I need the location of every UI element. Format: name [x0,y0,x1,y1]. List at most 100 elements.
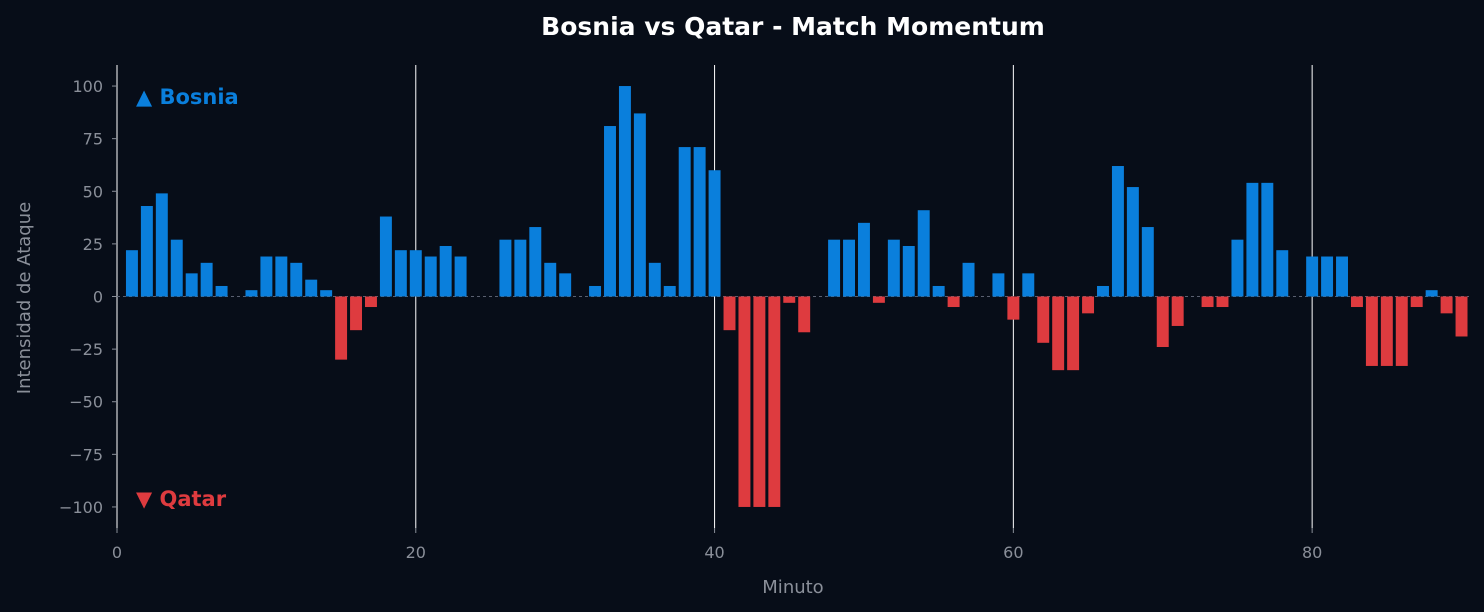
momentum-bar [648,262,661,297]
momentum-bar [1111,166,1124,297]
momentum-bar [1306,256,1319,297]
momentum-bar [499,239,512,297]
momentum-bar [1440,296,1453,314]
momentum-bar [843,239,855,297]
x-axis-label: Minuto [762,577,823,598]
momentum-bar [1246,182,1259,297]
bars [125,86,1468,507]
momentum-bar [783,296,796,303]
momentum-bar [1052,296,1065,371]
momentum-bar [1231,239,1244,297]
momentum-bar [544,262,557,297]
x-tick-label: 60 [1003,543,1023,562]
momentum-bar [1395,296,1408,366]
momentum-bar [693,147,706,297]
momentum-bar [529,227,542,297]
momentum-bar [828,239,841,297]
momentum-bar [962,262,975,297]
momentum-bar [125,250,138,297]
y-tick-label: 50 [83,182,103,201]
momentum-bar [155,193,168,297]
momentum-bar [738,296,751,507]
x-tick-label: 40 [704,543,724,562]
momentum-bar [335,296,348,360]
momentum-bar [1156,296,1169,348]
momentum-bar [872,296,885,303]
momentum-bar [1067,296,1080,371]
y-tick-label: −75 [69,445,103,464]
momentum-bar [424,256,437,297]
momentum-bar [514,239,527,297]
y-axis-label: Intensidad de Ataque [14,202,35,394]
momentum-bar [663,285,676,297]
y-tick-label: 0 [93,288,103,307]
momentum-bar [1276,250,1289,297]
momentum-bar [753,296,766,507]
momentum-bar [364,296,377,308]
momentum-bar [902,245,915,297]
y-tick-label: 25 [83,235,103,254]
momentum-bar [708,170,721,297]
momentum-bar [1410,296,1423,308]
x-axis-ticks: 0 20 40 60 80 [112,528,1322,562]
momentum-bar [1171,296,1184,326]
bosnia-label: ▲ Bosnia [136,85,239,109]
x-tick-label: 20 [406,543,426,562]
momentum-bar [1380,296,1393,366]
momentum-bar [320,290,333,297]
momentum-bar [409,250,422,297]
momentum-bar [589,285,602,297]
y-tick-label: 100 [72,77,103,96]
momentum-bar [1321,256,1334,297]
qatar-label: ▼ Qatar [136,487,227,511]
momentum-bar [917,210,930,297]
momentum-bar [245,290,258,297]
chart-title: Bosnia vs Qatar - Match Momentum [541,12,1045,41]
momentum-bar [260,256,273,297]
momentum-bar [439,245,452,297]
y-tick-label: −25 [69,340,103,359]
momentum-bar [604,126,616,297]
momentum-bar [678,147,691,297]
momentum-bar [275,256,288,297]
momentum-bar [1201,296,1214,308]
momentum-bar [1350,296,1363,308]
momentum-bar [618,86,631,297]
momentum-bar [1082,296,1095,314]
momentum-bar [1022,273,1035,297]
momentum-bar [1455,296,1468,337]
momentum-bar [305,279,318,297]
momentum-bar [887,239,900,297]
momentum-bar [379,216,392,297]
momentum-bar [1007,296,1020,320]
y-tick-label: −100 [59,498,103,517]
momentum-bar [857,222,870,297]
momentum-bar [798,296,811,333]
momentum-bar [215,285,228,297]
momentum-bar [1097,285,1109,297]
momentum-bar [768,296,781,507]
momentum-bar [932,285,945,297]
momentum-bar [723,296,736,331]
momentum-bar [185,273,198,297]
momentum-bar [1336,256,1348,297]
momentum-bar [290,262,303,297]
momentum-bar [140,206,153,297]
momentum-bar [1037,296,1050,343]
momentum-bar [1126,187,1139,297]
momentum-bar [1216,296,1229,308]
y-tick-label: 75 [83,130,103,149]
momentum-bar [947,296,960,308]
momentum-bar [633,113,646,297]
momentum-bar [1261,182,1274,297]
momentum-bar [1141,227,1154,297]
y-tick-label: −50 [69,393,103,412]
y-axis-ticks: −100 −75 −50 −25 0 25 50 75 100 [59,77,117,517]
momentum-bar [170,239,183,297]
momentum-bar [1425,290,1438,297]
x-tick-label: 0 [112,543,122,562]
momentum-bar [559,273,572,297]
momentum-bar [200,262,213,297]
momentum-bar [350,296,363,331]
